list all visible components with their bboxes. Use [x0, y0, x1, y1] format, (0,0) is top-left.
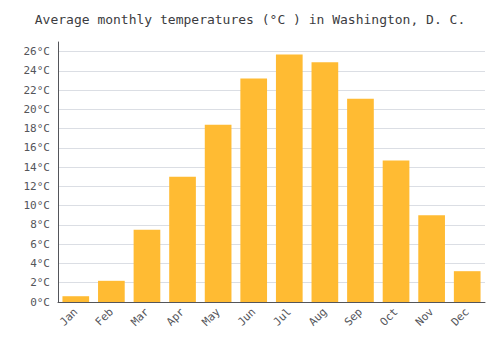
svg-text:Dec: Dec — [449, 305, 472, 328]
svg-text:Mar: Mar — [128, 305, 151, 328]
svg-text:Aug: Aug — [306, 305, 329, 328]
svg-text:Average monthly temperatures (: Average monthly temperatures (°C ) in Wa… — [35, 12, 465, 27]
svg-text:18°C: 18°C — [24, 122, 51, 135]
svg-text:Sep: Sep — [342, 305, 365, 328]
svg-text:2°C: 2°C — [30, 276, 50, 289]
svg-text:6°C: 6°C — [30, 238, 50, 251]
svg-text:10°C: 10°C — [24, 199, 51, 212]
svg-text:8°C: 8°C — [30, 218, 50, 231]
svg-text:Jun: Jun — [235, 305, 258, 328]
svg-text:14°C: 14°C — [24, 161, 51, 174]
svg-text:May: May — [199, 305, 222, 328]
svg-text:24°C: 24°C — [24, 64, 51, 77]
svg-text:Feb: Feb — [93, 305, 116, 328]
svg-text:Jul: Jul — [271, 305, 294, 328]
svg-text:Oct: Oct — [377, 305, 400, 328]
svg-text:Nov: Nov — [413, 305, 436, 328]
svg-text:20°C: 20°C — [24, 103, 51, 116]
svg-text:26°C: 26°C — [24, 45, 51, 58]
svg-text:12°C: 12°C — [24, 180, 51, 193]
svg-text:Apr: Apr — [164, 305, 187, 328]
svg-text:4°C: 4°C — [30, 257, 50, 270]
svg-text:16°C: 16°C — [24, 141, 51, 154]
svg-text:0°C: 0°C — [30, 296, 50, 309]
svg-text:22°C: 22°C — [24, 84, 51, 97]
svg-text:Jan: Jan — [57, 305, 80, 328]
